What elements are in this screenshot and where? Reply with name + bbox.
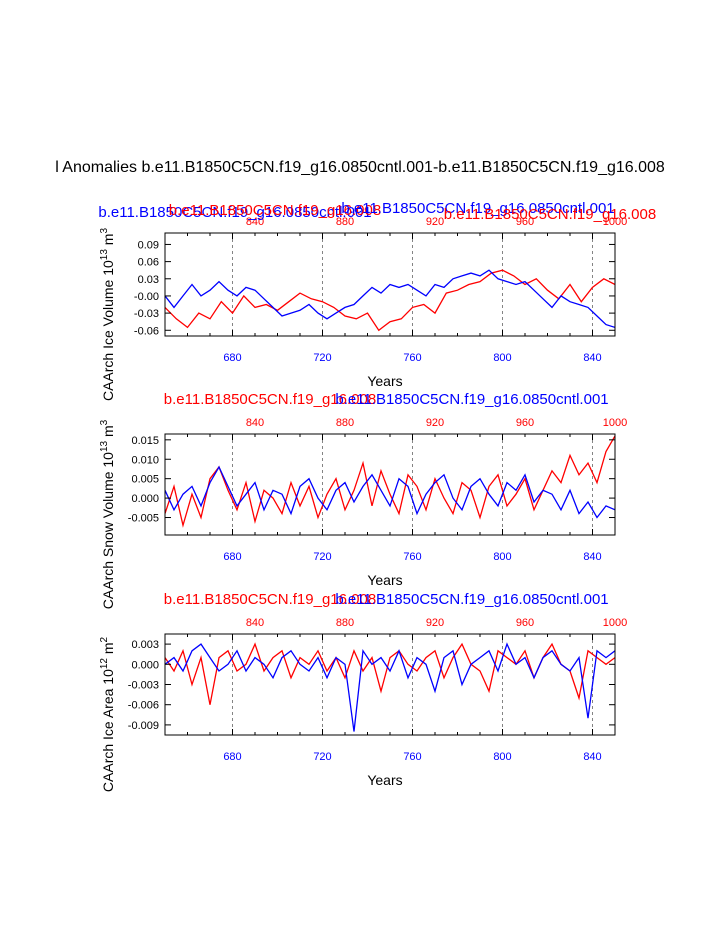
x-tick-label-top: 1000 xyxy=(603,417,627,429)
y-axis-label: CAArch Ice Volume 1013 m3 xyxy=(99,228,116,402)
y-tick-label: -0.003 xyxy=(128,680,159,692)
x-tick-label-bottom: 720 xyxy=(313,551,331,563)
series-line-blue xyxy=(165,269,615,329)
panel-title-red-right: b.e11.B1850C5CN.f19_g16.008 xyxy=(444,206,656,223)
panel-1: 680 720 760 800 840 840 880 920 960 1000 0.09 0.06 0… xyxy=(98,200,656,402)
x-tick-label-top: 840 xyxy=(246,417,264,429)
x-tick-label-top: 880 xyxy=(336,617,354,629)
panel-3: 680 720 760 800 840 840 880 920 960 1000 0.003 0.00… xyxy=(99,591,627,792)
x-tick-label-top: 960 xyxy=(516,617,534,629)
y-axis-label-superscript: 12 xyxy=(99,658,110,670)
x-tick-label-bottom: 720 xyxy=(313,751,331,763)
x-tick-label-bottom: 760 xyxy=(403,751,421,763)
y-axis-label-part: CAArch Snow Volume 10 xyxy=(100,452,116,609)
y-tick-label: 0.09 xyxy=(138,239,159,251)
y-axis-label-superscript: 3 xyxy=(99,419,110,425)
x-tick-label-bottom: 680 xyxy=(223,551,241,563)
y-tick-label: 0.03 xyxy=(138,274,159,286)
y-axis-label-part: m xyxy=(100,642,116,658)
y-tick-label: 0.06 xyxy=(138,257,159,269)
x-tick-label-bottom: 760 xyxy=(403,352,421,364)
panel-title-red-left: b.e11.B1850C5CN.f19_g16.008 xyxy=(169,202,381,219)
x-tick-label-bottom: 800 xyxy=(493,551,511,563)
x-tick-label-top: 840 xyxy=(246,617,264,629)
x-tick-label-top: 920 xyxy=(426,216,444,228)
y-axis-label-superscript: 13 xyxy=(99,440,110,452)
panel-title-blue: b.e11.B1850C5CN.f19_g16.0850cntl.001 xyxy=(335,591,608,608)
y-axis-label-superscript: 13 xyxy=(99,249,110,261)
y-tick-label: -0.00 xyxy=(134,291,159,303)
x-axis-label: Years xyxy=(367,572,402,588)
panel-title-red: b.e11.B1850C5CN.f19_g16.008 xyxy=(164,591,376,608)
y-tick-label: 0.003 xyxy=(131,639,159,651)
panel-title-blue-left: b.e11.B1850C5CN.f19_g16.0850cntl.001 xyxy=(98,204,371,221)
x-tick-label-top: 920 xyxy=(426,417,444,429)
y-tick-label: -0.06 xyxy=(134,325,159,337)
y-tick-label: -0.006 xyxy=(128,700,159,712)
y-axis-label-part: m xyxy=(100,425,116,441)
x-tick-label-bottom: 720 xyxy=(313,352,331,364)
panel-title-red: b.e11.B1850C5CN.f19_g16.008 xyxy=(164,391,376,408)
series-line-blue xyxy=(165,642,615,732)
x-tick-label-top: 880 xyxy=(336,216,354,228)
x-tick-label-bottom: 800 xyxy=(493,751,511,763)
x-tick-label-top: 960 xyxy=(516,417,534,429)
x-tick-label-bottom: 680 xyxy=(223,751,241,763)
x-axis-label: Years xyxy=(367,772,402,788)
y-tick-label: -0.009 xyxy=(128,720,159,732)
panel-title-blue: b.e11.B1850C5CN.f19_g16.0850cntl.001 xyxy=(335,391,608,408)
y-tick-label: -0.005 xyxy=(128,513,159,525)
x-tick-label-bottom: 760 xyxy=(403,551,421,563)
y-tick-label: 0.015 xyxy=(131,435,159,447)
figure-title: l Anomalies b.e11.B1850C5CN.f19_g16.0850… xyxy=(55,159,665,176)
y-axis-label-part: m xyxy=(100,234,116,250)
x-tick-label-top: 1000 xyxy=(603,216,627,228)
y-axis-label-part: CAArch Ice Area 10 xyxy=(100,669,116,792)
y-tick-label: -0.03 xyxy=(134,308,159,320)
x-tick-label-top: 960 xyxy=(516,216,534,228)
panels: 680 720 760 800 840 840 880 920 960 1000 0.09 0.06 0… xyxy=(98,200,656,792)
y-axis-label-part: CAArch Ice Volume 10 xyxy=(100,260,116,401)
y-tick-label: 0.000 xyxy=(131,659,159,671)
x-tick-label-bottom: 840 xyxy=(583,551,601,563)
series-line-red xyxy=(165,435,615,528)
y-axis-label: CAArch Snow Volume 1013 m3 xyxy=(99,419,116,609)
y-tick-label: 0.005 xyxy=(131,474,159,486)
x-tick-label-top: 1000 xyxy=(603,617,627,629)
y-tick-label: 0.000 xyxy=(131,493,159,505)
y-axis-label: CAArch Ice Area 1012 m2 xyxy=(99,636,116,792)
x-tick-label-top: 880 xyxy=(336,417,354,429)
y-axis-label-superscript: 2 xyxy=(99,636,110,642)
panel-2: 680 720 760 800 840 840 880 920 960 1000 0.015 0.01… xyxy=(99,391,627,609)
y-axis-label-superscript: 3 xyxy=(99,228,110,234)
x-tick-label-top: 840 xyxy=(246,216,264,228)
series-line-red xyxy=(165,269,615,332)
series-line-blue xyxy=(165,465,615,519)
x-tick-label-bottom: 840 xyxy=(583,751,601,763)
x-tick-label-top: 920 xyxy=(426,617,444,629)
x-tick-label-bottom: 800 xyxy=(493,352,511,364)
x-tick-label-bottom: 840 xyxy=(583,352,601,364)
x-tick-label-bottom: 680 xyxy=(223,352,241,364)
x-axis-label: Years xyxy=(367,373,402,389)
y-tick-label: 0.010 xyxy=(131,454,159,466)
panel-title-blue-center: b.e11.B1850C5CN.f19_g16.0850cntl.001 xyxy=(341,200,614,217)
